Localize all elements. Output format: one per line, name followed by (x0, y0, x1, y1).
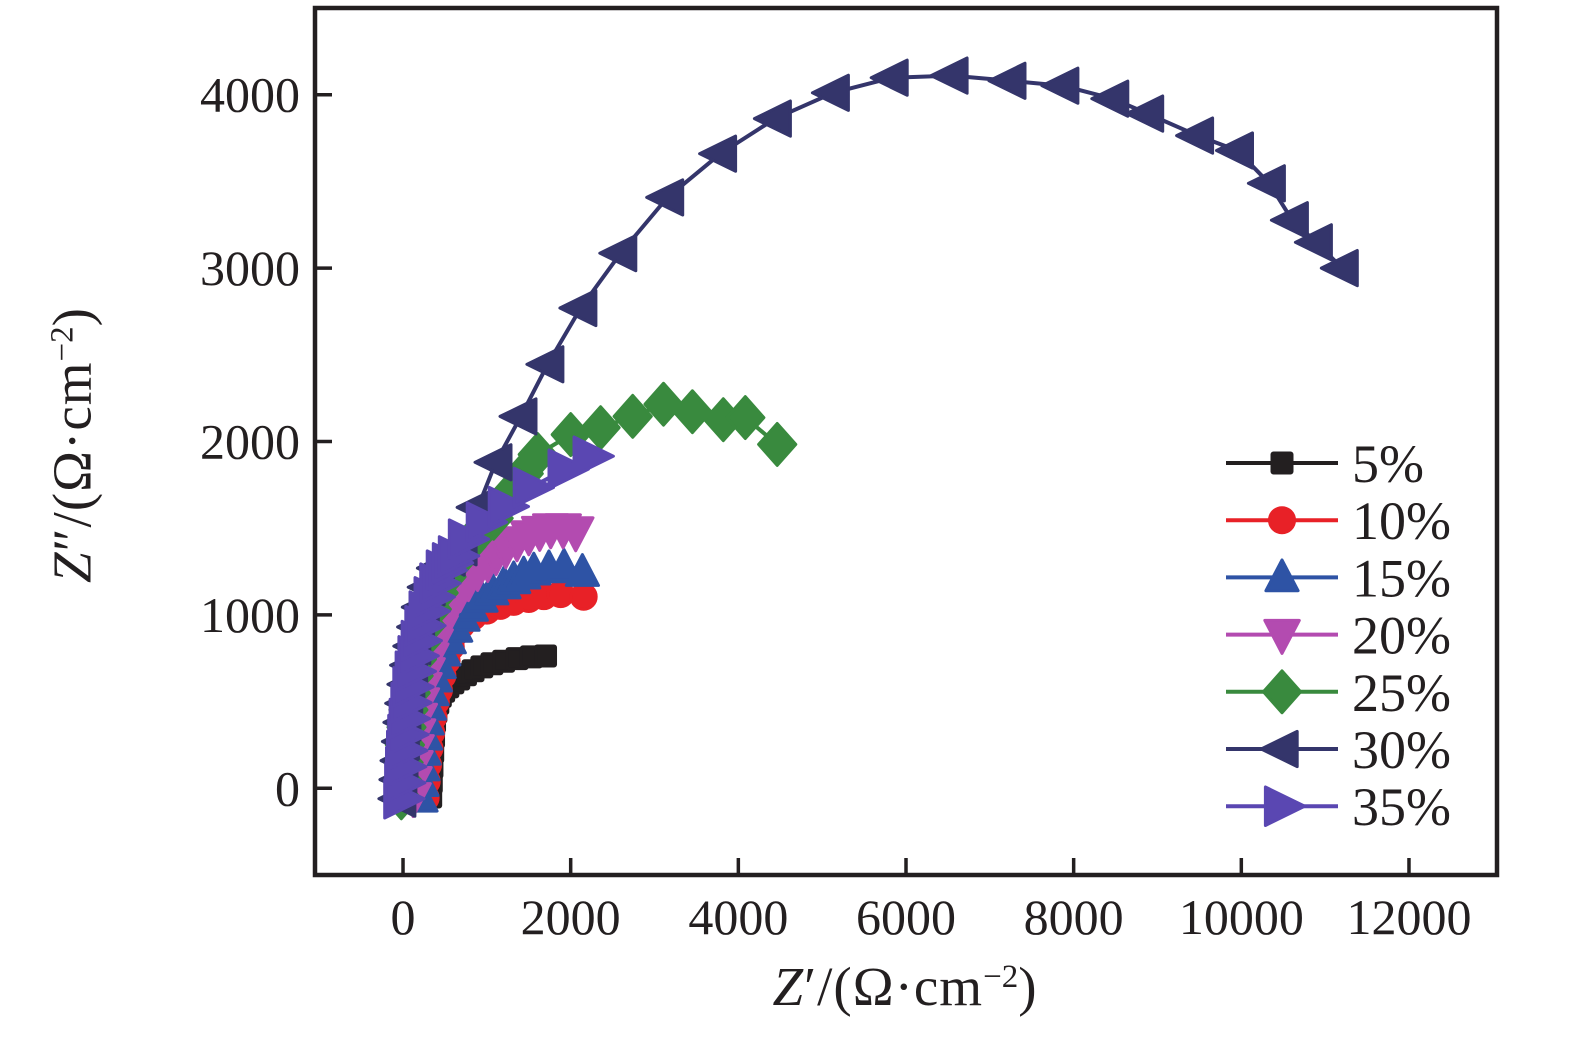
x-tick-label: 2000 (521, 889, 621, 945)
series-30pct-marker (698, 134, 738, 173)
legend-item-5pct-marker (1270, 451, 1294, 475)
legend-item-25pct-marker (1261, 669, 1303, 715)
series-35pct-marker (465, 501, 509, 543)
y-tick-label: 0 (275, 760, 300, 816)
x-axis-unit-open: /(Ω·cm (817, 956, 984, 1017)
series-30pct-marker (473, 443, 513, 482)
series-35pct-marker (512, 466, 555, 509)
x-tick-label: 10000 (1179, 889, 1304, 945)
series-35pct-marker (572, 435, 615, 477)
y-axis-unit-open: /(Ω·cm (41, 361, 103, 528)
series-10pct-marker (569, 582, 598, 611)
y-axis-unit-close: ) (41, 307, 103, 327)
x-axis-title: Z′/(Ω·cm−2) (772, 955, 1037, 1018)
y-tick-label: 1000 (200, 587, 300, 643)
x-tick-label: 8000 (1024, 889, 1124, 945)
series-25pct-marker (517, 432, 558, 477)
series-35pct-marker (547, 448, 590, 490)
y-axis-prime: ″ (41, 527, 103, 552)
legend-item-10pct-label: 10% (1352, 491, 1451, 551)
y-axis-exponent: −2 (44, 326, 81, 362)
legend-item-30pct-label: 30% (1352, 720, 1451, 780)
series-30pct-marker (1175, 116, 1215, 155)
series-35pct-marker (487, 485, 530, 528)
series-30pct-marker (598, 234, 638, 273)
series-30pct-marker (1040, 66, 1080, 105)
series-25pct-marker (612, 393, 653, 439)
series-30pct-marker (525, 345, 565, 384)
series-30pct-marker (1269, 201, 1309, 240)
legend-item-35pct-marker (1263, 785, 1307, 827)
legend-item-15pct-label: 15% (1352, 548, 1451, 608)
x-axis-symbol: Z (772, 956, 805, 1017)
legend-item-5pct-label: 5% (1352, 434, 1424, 494)
legend-item-20pct-marker (1263, 618, 1301, 655)
x-tick-label: 6000 (856, 889, 956, 945)
series-30pct-marker (752, 99, 792, 138)
series-5pct-marker (534, 644, 558, 668)
series-25pct-marker (725, 395, 766, 440)
legend-item-25pct-label: 25% (1352, 663, 1451, 723)
series-20pct-marker (557, 516, 595, 553)
x-axis-exponent: −2 (983, 958, 1019, 995)
legend-item-10pct-marker (1268, 506, 1296, 535)
y-tick-label: 2000 (200, 414, 300, 470)
legend-item-30pct-marker (1259, 729, 1299, 769)
y-axis-title: Z″/(Ω·cm−2) (41, 307, 104, 583)
x-axis-unit-close: ) (1018, 956, 1038, 1017)
x-tick-label: 4000 (688, 889, 788, 945)
series-30pct-marker (810, 73, 850, 112)
x-tick-label: 12000 (1346, 889, 1471, 945)
series-30pct-marker (645, 178, 685, 217)
series-30pct-marker (1090, 79, 1130, 118)
series-30pct-marker (498, 397, 538, 436)
legend-item-20pct-label: 20% (1352, 606, 1451, 666)
series-30pct-marker (1293, 223, 1333, 262)
series-25pct-marker (643, 381, 684, 427)
series-30pct-marker (869, 58, 909, 97)
series-30pct-marker (1215, 131, 1254, 170)
series-25pct-marker (757, 422, 798, 467)
y-tick-label: 4000 (200, 67, 300, 123)
legend-item-35pct-label: 35% (1352, 777, 1451, 837)
legend-item-15pct-marker (1264, 558, 1300, 593)
x-axis-prime: ′ (804, 956, 818, 1017)
series-25pct-marker (672, 389, 713, 435)
y-axis-symbol: Z (41, 551, 103, 583)
y-tick-label: 3000 (200, 240, 300, 296)
series-30pct-marker (987, 61, 1027, 100)
series-15pct-marker (564, 553, 600, 587)
x-tick-label: 0 (391, 889, 416, 945)
series-30pct-marker (1319, 249, 1359, 288)
plot-frame (312, 5, 1500, 878)
series-30pct-marker (1246, 164, 1286, 203)
series-30pct-marker (929, 56, 969, 95)
series-30pct-marker (1125, 94, 1165, 133)
series-30pct-marker (558, 288, 598, 328)
